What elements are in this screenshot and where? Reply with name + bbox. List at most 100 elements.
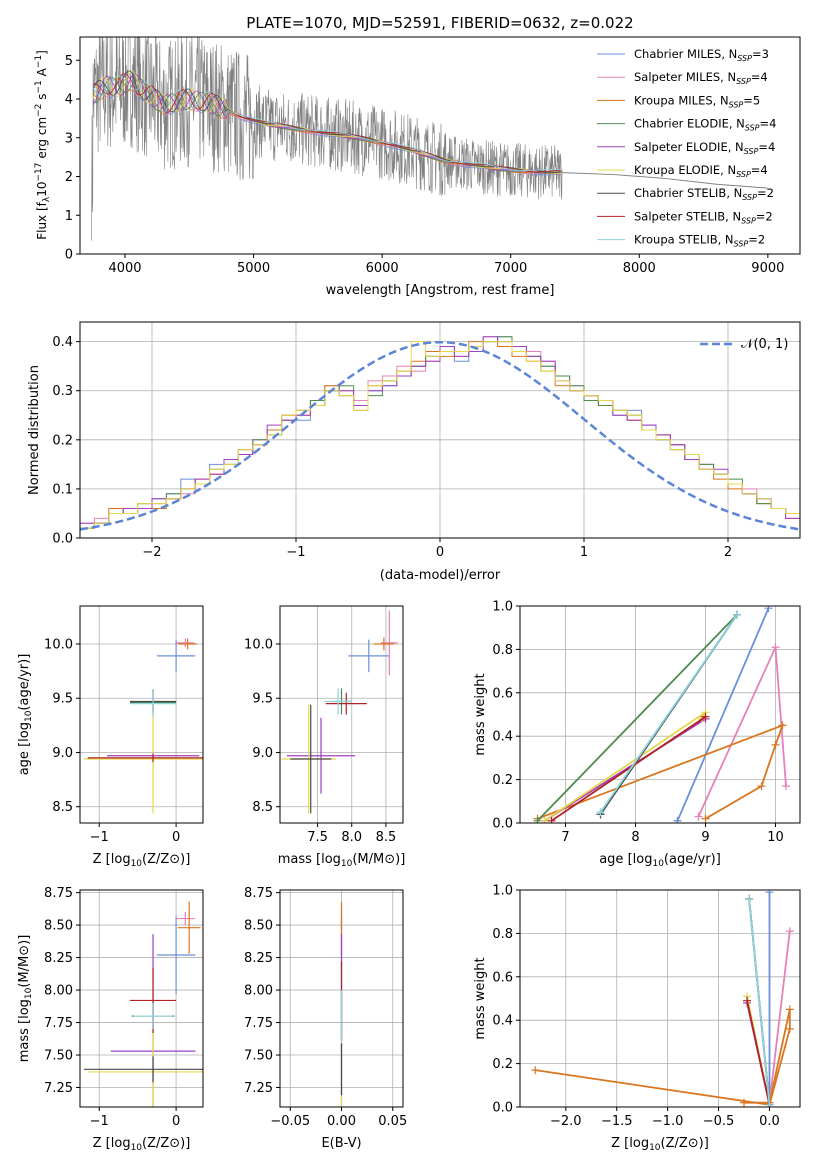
y-tick-label: 1.0 <box>492 884 513 899</box>
x-axis-label: Z [log10(Z/Z⊙)] <box>93 852 191 869</box>
observed-spectrum-red <box>562 172 768 189</box>
y-tick-label: 9.5 <box>52 692 73 707</box>
x-tick-label: −0.05 <box>270 1114 310 1129</box>
x-tick-label: −2.0 <box>550 1114 582 1129</box>
model-spectrum-7 <box>92 73 562 173</box>
x-tick-label: 9000 <box>751 261 784 276</box>
legend-entry: Kroupa STELIB, NSSP=2 <box>634 233 765 249</box>
axes-frame <box>519 605 801 824</box>
y-tick-label: 0.2 <box>492 773 513 788</box>
x-tick-label: 8.5 <box>376 830 397 845</box>
y-tick-label: 0.8 <box>492 927 513 942</box>
x-tick-label: 7000 <box>494 261 527 276</box>
y-tick-label: 0.2 <box>492 1057 513 1072</box>
panel-mass_vs_Z: −1 0 7.25 7.50 7.75 8.00 8.25 8.50 8.75 Z [log10(… <box>17 886 204 1153</box>
histogram-series-5 <box>80 341 800 529</box>
weight-series-0 <box>676 607 770 822</box>
y-tick-label: 0.4 <box>52 335 73 350</box>
x-tick-label: −1 <box>90 1114 109 1129</box>
model-spectrum-8 <box>92 75 562 171</box>
weight-series-7 <box>550 715 707 822</box>
legend-entry: Salpeter STELIB, NSSP=2 <box>634 209 773 225</box>
plot-area-weight_vs_age <box>533 606 790 823</box>
y-tick-label: 7.25 <box>44 1081 73 1096</box>
y-tick-label: 1 <box>65 209 73 224</box>
x-tick-label: 0 <box>436 545 444 560</box>
x-axis-label: mass [log10(M/M⊙)] <box>278 852 406 869</box>
panel-weight_vs_age: 7 8 9 10 0.0 0.2 0.4 0.6 0.8 1.0 age [log10(age/yr… <box>473 600 801 869</box>
y-axis-label: mass weight <box>473 957 488 1039</box>
weight-marker <box>596 808 605 817</box>
y-tick-label: 8.50 <box>44 919 73 934</box>
y-tick-label: 7.75 <box>44 1016 73 1031</box>
y-tick-label: 9.0 <box>252 746 273 761</box>
y-axis-label: Normed distribution <box>27 365 42 495</box>
weight-marker <box>694 812 703 821</box>
x-tick-label: 8.0 <box>341 830 362 845</box>
legend-entry: Kroupa MILES, NSSP=5 <box>634 93 760 109</box>
y-tick-label: 7.50 <box>44 1049 73 1064</box>
legend-entry: Chabrier ELODIE, NSSP=4 <box>634 117 776 133</box>
plot-area-weight_vs_Z <box>531 890 794 1107</box>
weight-marker <box>764 606 773 613</box>
weight-marker <box>533 816 542 823</box>
x-tick-label: 8000 <box>623 261 656 276</box>
y-tick-label: 5 <box>65 54 73 69</box>
y-tick-label: 10.0 <box>44 637 73 652</box>
weight-marker <box>701 712 710 721</box>
weight-marker <box>778 721 787 730</box>
y-tick-label: 0.0 <box>492 817 513 832</box>
y-tick-label: 0.0 <box>52 532 73 547</box>
y-tick-label: 4 <box>65 93 73 108</box>
y-tick-label: 8.5 <box>52 800 73 815</box>
weight-series-3 <box>536 614 738 822</box>
y-tick-label: 0.0 <box>492 1101 513 1116</box>
legend-entry: Chabrier MILES, NSSP=3 <box>634 47 769 63</box>
axes-frame <box>79 605 204 824</box>
y-tick-label: 0.4 <box>492 1014 513 1029</box>
y-tick-label: 9.5 <box>252 692 273 707</box>
y-tick-label: 8.00 <box>244 984 273 999</box>
weight-marker <box>785 1005 794 1014</box>
x-tick-label: −1 <box>286 545 305 560</box>
legend-normal-label: 𝒩(0, 1) <box>741 337 788 352</box>
weight-series-8 <box>748 898 771 1105</box>
weight-marker <box>701 814 710 823</box>
weight-marker <box>765 1100 774 1107</box>
weight-marker <box>765 890 774 897</box>
y-tick-label: 8.5 <box>252 800 273 815</box>
y-tick-label: 1.0 <box>492 600 513 615</box>
weight-marker <box>785 927 794 936</box>
y-tick-label: 7.75 <box>244 1016 273 1031</box>
y-tick-label: 0.3 <box>52 384 73 399</box>
y-tick-label: 8.25 <box>44 951 73 966</box>
weight-series-2 <box>535 1009 791 1106</box>
normal-curve <box>80 340 800 531</box>
axes-frame <box>279 605 404 824</box>
weight-marker <box>771 643 780 652</box>
x-tick-label: −0.5 <box>703 1114 735 1129</box>
y-tick-label: 8.25 <box>244 951 273 966</box>
weight-marker <box>785 1024 794 1033</box>
weight-marker <box>531 1066 540 1075</box>
x-tick-label: 7.5 <box>307 830 328 845</box>
y-tick-label: 0.6 <box>492 970 513 985</box>
y-tick-label: 8.75 <box>244 886 273 901</box>
x-axis-label: (data-model)/error <box>380 568 501 583</box>
x-tick-label: 7 <box>561 830 569 845</box>
x-axis-label: wavelength [Angstrom, rest frame] <box>326 283 555 298</box>
weight-marker <box>740 1098 748 1107</box>
y-tick-label: 3 <box>65 131 73 146</box>
x-tick-label: 8 <box>631 830 639 845</box>
x-tick-label: −1.0 <box>652 1114 684 1129</box>
weight-series-1 <box>768 931 791 1103</box>
panel-residuals: −2 −1 0 1 2 0.0 0.1 0.2 0.3 0.4 𝒩(0, 1) (data-model… <box>27 321 801 583</box>
y-axis-label: age [log10(age/yr)] <box>17 654 34 776</box>
x-axis-label: E(B-V) <box>321 1136 361 1151</box>
y-tick-label: 8.75 <box>44 886 73 901</box>
x-tick-label: 0.00 <box>327 1114 356 1129</box>
x-tick-label: 9 <box>701 830 709 845</box>
x-tick-label: 10 <box>767 830 784 845</box>
y-tick-label: 7.50 <box>244 1049 273 1064</box>
legend-entry: Salpeter MILES, NSSP=4 <box>634 70 768 86</box>
